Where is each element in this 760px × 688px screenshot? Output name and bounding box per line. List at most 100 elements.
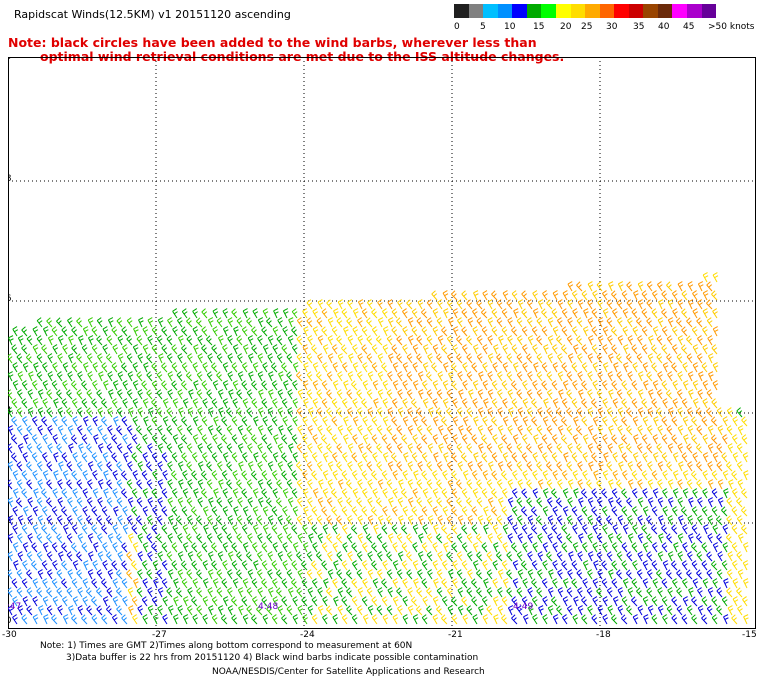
wind-barb bbox=[307, 425, 314, 436]
wind-barb bbox=[137, 605, 144, 616]
wind-barb bbox=[412, 488, 419, 499]
wind-barb bbox=[257, 317, 264, 328]
wind-barb bbox=[717, 551, 723, 562]
wind-barb bbox=[687, 281, 694, 292]
wind-barb bbox=[441, 596, 448, 607]
wind-barb bbox=[587, 281, 594, 292]
wind-barb bbox=[531, 398, 538, 409]
wind-barb bbox=[397, 407, 404, 418]
wind-barb bbox=[676, 587, 683, 598]
wind-barb bbox=[381, 308, 388, 319]
wind-barb bbox=[716, 461, 723, 472]
footer-line-3: NOAA/NESDIS/Center for Satellite Applica… bbox=[212, 667, 485, 677]
wind-barb bbox=[471, 506, 478, 517]
wind-barb bbox=[71, 326, 78, 337]
wind-barb bbox=[631, 488, 638, 499]
wind-barb bbox=[608, 353, 614, 364]
wind-barb bbox=[577, 353, 583, 364]
wind-barb bbox=[566, 533, 573, 544]
wind-barb bbox=[612, 470, 619, 481]
wind-barb bbox=[186, 317, 193, 328]
wind-barb bbox=[193, 488, 199, 499]
wind-barb bbox=[626, 425, 633, 436]
wind-barb bbox=[137, 461, 144, 472]
wind-barb bbox=[148, 407, 154, 418]
wind-barb bbox=[201, 542, 208, 553]
wind-barb bbox=[626, 569, 633, 580]
wind-barb bbox=[426, 551, 433, 562]
wind-barb bbox=[446, 551, 453, 562]
wind-barb bbox=[307, 587, 314, 598]
wind-barb bbox=[402, 380, 409, 391]
wind-barb bbox=[366, 533, 373, 544]
wind-barb bbox=[487, 389, 494, 400]
wind-barb bbox=[107, 317, 114, 328]
wind-barb bbox=[326, 533, 333, 544]
wind-barb bbox=[587, 353, 594, 364]
wind-barb bbox=[686, 353, 693, 364]
wind-barb bbox=[516, 587, 523, 598]
wind-barb bbox=[206, 479, 213, 490]
wind-barb bbox=[456, 353, 463, 364]
wind-barb bbox=[101, 434, 108, 445]
wind-barb bbox=[103, 470, 109, 481]
wind-barb bbox=[316, 371, 323, 382]
wind-barb bbox=[442, 290, 449, 301]
wind-barb bbox=[271, 614, 278, 625]
wind-barb bbox=[336, 515, 343, 526]
wind-barb bbox=[732, 488, 738, 499]
wind-barb bbox=[341, 524, 348, 535]
wind-barb bbox=[86, 407, 93, 418]
wind-barb bbox=[97, 443, 104, 454]
wind-barb bbox=[391, 308, 398, 319]
wind-barb bbox=[206, 335, 213, 346]
wind-barb bbox=[322, 470, 329, 481]
wind-barb bbox=[156, 515, 163, 526]
wind-barb bbox=[212, 380, 219, 391]
wind-barb bbox=[11, 344, 18, 355]
wind-barb bbox=[36, 443, 43, 454]
wind-barb bbox=[511, 326, 518, 337]
wind-barb bbox=[256, 605, 263, 616]
wind-barb bbox=[677, 407, 683, 418]
wind-barb bbox=[432, 326, 439, 337]
wind-barb bbox=[371, 344, 378, 355]
wind-barb bbox=[447, 479, 454, 490]
wind-barb bbox=[96, 515, 103, 526]
wind-barb bbox=[591, 344, 598, 355]
x-tick-label: -30 bbox=[2, 630, 17, 640]
wind-barb bbox=[366, 299, 373, 310]
wind-barb bbox=[361, 452, 368, 463]
wind-barb bbox=[402, 398, 408, 409]
wind-barb bbox=[227, 569, 233, 580]
wind-barb bbox=[486, 515, 493, 526]
wind-barb bbox=[86, 389, 93, 400]
wind-barb bbox=[186, 443, 193, 454]
wind-barb bbox=[701, 362, 708, 373]
wind-barb bbox=[343, 434, 349, 445]
wind-barb bbox=[52, 488, 59, 499]
wind-barb bbox=[466, 407, 473, 418]
wind-barb bbox=[112, 380, 119, 391]
wind-barb bbox=[307, 515, 313, 526]
wind-barb bbox=[28, 371, 34, 382]
wind-barb bbox=[460, 452, 468, 463]
wind-barb bbox=[577, 605, 584, 616]
wind-barb bbox=[292, 614, 299, 625]
wind-barb bbox=[177, 497, 184, 508]
wind-barb bbox=[707, 497, 714, 508]
wind-barb bbox=[126, 515, 133, 526]
wind-barb bbox=[591, 488, 598, 499]
wind-barb bbox=[452, 326, 459, 337]
wind-barb bbox=[185, 371, 193, 382]
wind-barb bbox=[726, 569, 733, 580]
wind-barb bbox=[722, 416, 729, 427]
wind-barb bbox=[51, 506, 58, 517]
wind-barb bbox=[21, 326, 28, 337]
wind-barb bbox=[186, 533, 193, 544]
wind-barb bbox=[261, 326, 268, 337]
wind-barb bbox=[597, 299, 603, 310]
wind-barb bbox=[602, 596, 609, 607]
wind-barb bbox=[21, 470, 28, 481]
wind-barb bbox=[191, 470, 198, 481]
